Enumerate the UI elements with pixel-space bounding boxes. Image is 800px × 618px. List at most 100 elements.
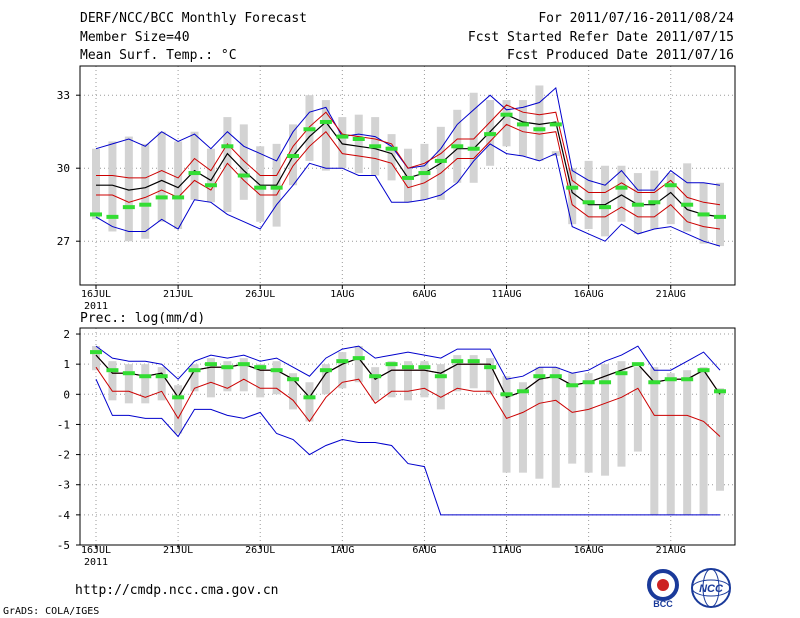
- temp-median-marker: [155, 195, 168, 200]
- source-url[interactable]: http://cmdp.ncc.cma.gov.cn: [75, 583, 279, 598]
- temp-median-marker: [270, 185, 283, 190]
- prec-median-marker: [369, 374, 382, 379]
- prec-range-box: [272, 361, 281, 395]
- prec-xtick-label: 1AUG: [330, 545, 354, 556]
- temp-range-box: [124, 136, 133, 242]
- temp-xtick-label: 21JUL: [163, 289, 193, 300]
- prec-range-box: [518, 382, 527, 473]
- prec-median-marker: [714, 389, 726, 394]
- prec-plot-frame: [79, 327, 736, 546]
- temp-range-box: [174, 141, 183, 230]
- prec-range-box: [239, 358, 248, 392]
- temp-ytick-label: 33: [57, 89, 70, 102]
- prec-spread-lower-line: [95, 366, 721, 437]
- prec-median-marker: [172, 395, 185, 400]
- prec-ytick-label: 2: [63, 328, 70, 341]
- temp-range-box: [239, 124, 248, 200]
- temp-median-marker: [172, 195, 185, 200]
- prec-ytick-label: 1: [63, 358, 70, 371]
- prec-range-box: [371, 367, 380, 401]
- prec-median-marker: [664, 377, 677, 382]
- prec-median-marker: [237, 362, 250, 367]
- prec-axis-title: Prec.: log(mm/d): [80, 311, 205, 326]
- prec-median-marker: [254, 365, 267, 370]
- temp-median-marker: [714, 214, 726, 219]
- temp-median-marker: [369, 144, 382, 149]
- prec-range-box: [699, 367, 708, 515]
- prec-range-box: [141, 364, 150, 404]
- grads-credit: GrADS: COLA/IGES: [3, 606, 100, 617]
- prec-range-box: [108, 361, 117, 401]
- prec-xtick-label: 6AUG: [412, 545, 436, 556]
- prec-year-label: 2011: [84, 557, 108, 568]
- temp-xtick-label: 16AUG: [574, 289, 604, 300]
- temp-xtick-label: 21AUG: [656, 289, 686, 300]
- prec-ensemble-min-line: [95, 378, 720, 516]
- temp-range-box: [387, 134, 396, 181]
- temp-median-marker: [631, 202, 644, 207]
- temp-median-marker: [681, 202, 694, 207]
- temp-median-marker: [516, 122, 529, 127]
- temp-median-marker: [90, 212, 102, 217]
- temp-median-marker: [336, 134, 349, 139]
- prec-ytick-label: -2: [57, 449, 70, 462]
- temp-range-box: [157, 131, 166, 222]
- temp-range-box: [535, 85, 544, 161]
- forecast-period: For 2011/07/16-2011/08/24: [538, 11, 734, 26]
- prec-median-marker: [155, 374, 168, 379]
- temp-median-marker: [139, 202, 152, 207]
- temp-median-marker: [549, 122, 562, 127]
- prec-range-box: [551, 367, 560, 488]
- temp-range-box: [338, 117, 347, 169]
- prec-range-box: [716, 388, 724, 491]
- temp-median-marker: [533, 127, 546, 132]
- prec-median-marker: [204, 362, 217, 367]
- prec-range-box: [568, 373, 577, 464]
- prec-median-marker: [319, 368, 332, 373]
- temp-median-marker: [188, 171, 201, 176]
- prec-range-box: [469, 355, 478, 389]
- prec-xtick-label: 21AUG: [656, 545, 686, 556]
- prec-range-box: [617, 361, 626, 467]
- prec-range-box: [420, 361, 429, 398]
- temp-median-marker: [697, 212, 710, 217]
- prec-range-box: [223, 361, 232, 392]
- prec-range-box: [321, 364, 330, 395]
- temp-range-box: [108, 141, 117, 232]
- prec-median-marker: [402, 365, 414, 370]
- prec-median-marker: [434, 374, 447, 379]
- prec-median-marker: [484, 365, 497, 370]
- prec-median-marker: [188, 368, 201, 373]
- prec-ytick-label: -1: [57, 418, 70, 431]
- prec-median-marker: [270, 368, 283, 373]
- prec-range-box: [354, 346, 363, 383]
- chart-title: DERF/NCC/BCC Monthly Forecast: [80, 11, 307, 26]
- bcc-logo-text: BCC: [653, 599, 673, 609]
- prec-range-box: [601, 364, 610, 476]
- temp-median-marker: [204, 183, 217, 188]
- temp-ytick-label: 27: [57, 235, 70, 248]
- temp-range-box: [404, 148, 412, 203]
- prec-median-marker: [533, 374, 546, 379]
- prec-median-marker: [139, 374, 152, 379]
- prec-median-marker: [106, 368, 119, 373]
- prec-ensemble-max-line: [95, 345, 721, 380]
- temp-range-box: [190, 131, 199, 200]
- prec-ytick-label: -3: [57, 479, 70, 492]
- prec-range-box: [190, 364, 199, 392]
- prec-range-box: [157, 367, 166, 401]
- prec-range-box: [289, 373, 298, 410]
- temp-xtick-label: 26JUL: [245, 289, 275, 300]
- prec-range-box: [584, 373, 593, 473]
- prec-xtick-label: 16JUL: [81, 545, 111, 556]
- prec-ytick-label: -5: [57, 539, 70, 552]
- temp-range-box: [584, 160, 593, 230]
- temp-median-marker: [254, 185, 267, 190]
- prec-range-box: [683, 370, 692, 515]
- temp-median-marker: [237, 173, 250, 178]
- temp-median-marker: [122, 205, 135, 210]
- prec-median-marker: [385, 362, 398, 367]
- prec-median-marker: [336, 359, 349, 364]
- temp-median-marker: [582, 200, 595, 205]
- temp-ytick-label: 30: [57, 162, 70, 175]
